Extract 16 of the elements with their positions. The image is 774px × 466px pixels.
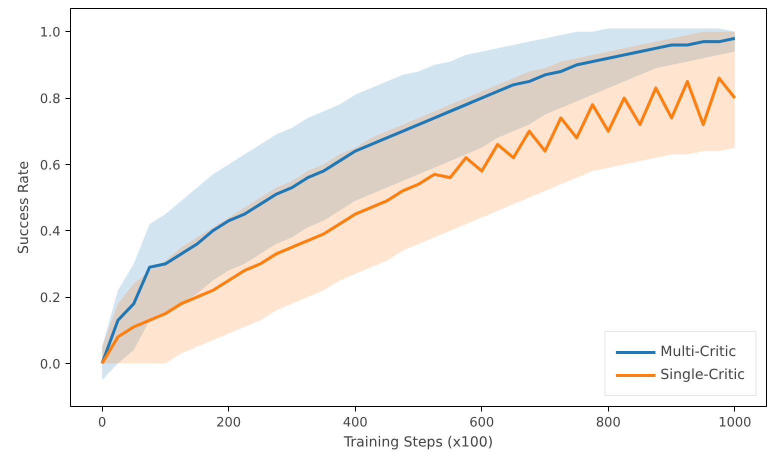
x-tick-label: 400 [342, 416, 368, 430]
x-tick-label: 800 [596, 416, 621, 430]
x-tick-label: 0 [98, 416, 106, 430]
y-tick-label: 0.2 [40, 291, 61, 306]
y-tick-label: 0.0 [40, 357, 61, 372]
y-tick-label: 1.0 [40, 26, 61, 41]
y-tick-label: 0.8 [40, 92, 61, 108]
x-tick-label: 1000 [718, 416, 752, 430]
x-axis-title: Training Steps (x100) [342, 434, 494, 450]
legend-label: Multi-Critic [660, 344, 736, 360]
legend-label: Single-Critic [660, 367, 745, 383]
y-tick-label: 0.6 [40, 158, 61, 174]
x-tick-label: 600 [469, 416, 494, 430]
y-axis-title: Success Rate [16, 161, 32, 254]
x-tick-label: 200 [216, 416, 242, 430]
y-tick-label: 0.4 [40, 224, 61, 240]
